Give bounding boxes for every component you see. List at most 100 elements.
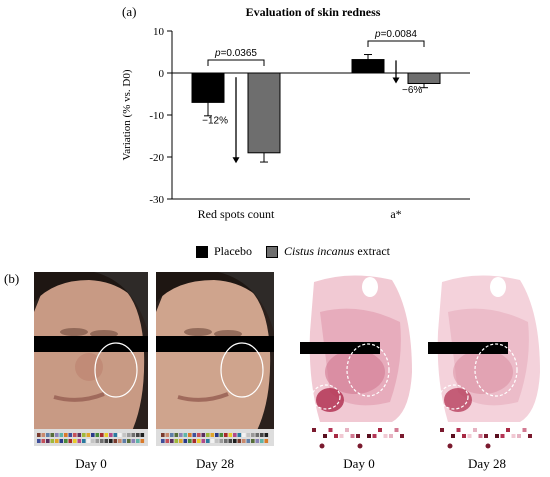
map-color-patch bbox=[350, 434, 355, 438]
color-patch bbox=[246, 439, 251, 443]
color-patch bbox=[206, 439, 210, 443]
color-patch bbox=[127, 433, 131, 437]
color-patch bbox=[104, 439, 109, 443]
map-color-patch bbox=[328, 428, 333, 432]
map-color-patch bbox=[489, 428, 494, 432]
color-patch bbox=[215, 439, 219, 443]
color-patch bbox=[170, 439, 174, 443]
color-patch bbox=[122, 433, 127, 437]
color-patch bbox=[161, 433, 165, 437]
y-tick-label: -20 bbox=[149, 152, 164, 164]
map-color-patch bbox=[451, 434, 455, 438]
color-patch bbox=[113, 439, 118, 443]
color-patch bbox=[201, 439, 206, 443]
color-patch bbox=[233, 439, 237, 443]
color-patch bbox=[109, 439, 113, 443]
color-patch bbox=[95, 439, 100, 443]
change-arrow-head bbox=[232, 157, 240, 164]
color-patch bbox=[82, 433, 86, 437]
color-patch bbox=[118, 439, 122, 443]
color-patch bbox=[50, 439, 55, 443]
panel-a-label: (a) bbox=[122, 4, 137, 19]
color-patch bbox=[174, 433, 179, 437]
change-arrow-head bbox=[392, 77, 400, 84]
color-patch bbox=[100, 433, 104, 437]
color-patch bbox=[255, 433, 260, 437]
legend-label-placebo: Placebo bbox=[214, 244, 252, 258]
map-color-patch bbox=[367, 434, 371, 438]
map-color-patch bbox=[478, 434, 483, 438]
color-patch bbox=[41, 433, 46, 437]
color-patch bbox=[131, 439, 136, 443]
significance-bracket bbox=[207, 59, 265, 66]
map-dot bbox=[319, 443, 325, 449]
caption-photo-day0: Day 0 bbox=[75, 456, 107, 471]
color-patch bbox=[86, 433, 91, 437]
map-color-patch bbox=[334, 434, 338, 438]
map-color-patch bbox=[517, 434, 521, 438]
color-patch bbox=[136, 439, 140, 443]
map-color-patch bbox=[389, 434, 393, 438]
y-tick-label: -30 bbox=[149, 194, 164, 206]
color-patch bbox=[174, 439, 179, 443]
legend-swatch-extract bbox=[266, 245, 278, 258]
color-patch bbox=[50, 433, 55, 437]
color-patch bbox=[224, 433, 228, 437]
map-color-patch bbox=[533, 434, 538, 438]
map-color-patch bbox=[372, 434, 377, 438]
color-patch bbox=[122, 439, 127, 443]
map-color-patch bbox=[473, 428, 477, 432]
map-color-patch bbox=[456, 428, 461, 432]
color-patch bbox=[219, 439, 224, 443]
color-patch bbox=[136, 433, 140, 437]
p-value-label: p=0.0084 bbox=[374, 29, 417, 40]
face-photo-day0 bbox=[34, 272, 148, 446]
color-patch bbox=[170, 433, 174, 437]
color-patch bbox=[109, 433, 113, 437]
color-patch bbox=[68, 439, 73, 443]
color-patch bbox=[82, 439, 86, 443]
map-color-patch bbox=[383, 434, 388, 438]
map-color-patch bbox=[345, 428, 349, 432]
color-patch bbox=[183, 439, 188, 443]
chart-title: Evaluation of skin redness bbox=[246, 5, 381, 19]
legend-swatch-placebo bbox=[196, 245, 208, 258]
color-patch bbox=[206, 433, 210, 437]
map-color-patch bbox=[400, 434, 404, 438]
bar bbox=[247, 72, 281, 154]
chart-legend: Placebo Cistus incanus extract bbox=[196, 244, 404, 259]
color-patch bbox=[64, 439, 68, 443]
map-color-patch bbox=[495, 434, 499, 438]
color-patch bbox=[55, 439, 59, 443]
y-tick-label: 0 bbox=[159, 68, 165, 80]
color-patch bbox=[237, 439, 242, 443]
map-color-patch bbox=[394, 428, 399, 432]
color-patch bbox=[188, 439, 192, 443]
legend-item-extract: Cistus incanus extract bbox=[266, 244, 390, 259]
y-axis-label: Variation (% vs. D0) bbox=[121, 69, 133, 160]
color-patch bbox=[260, 439, 264, 443]
map-dot bbox=[485, 443, 491, 449]
significance-bracket bbox=[367, 40, 425, 47]
map-color-patch bbox=[361, 428, 366, 432]
map-color-patch bbox=[500, 434, 505, 438]
color-patch bbox=[179, 433, 183, 437]
color-patch bbox=[251, 439, 255, 443]
color-patch bbox=[242, 439, 246, 443]
bar bbox=[407, 72, 441, 84]
color-patch bbox=[37, 433, 41, 437]
color-patch bbox=[95, 433, 100, 437]
map-color-patch bbox=[405, 434, 410, 438]
bar bbox=[351, 59, 385, 74]
color-patch bbox=[215, 433, 219, 437]
map-color-patch bbox=[317, 434, 322, 438]
color-patch bbox=[73, 439, 77, 443]
color-patch bbox=[264, 439, 269, 443]
map-color-patch bbox=[312, 428, 316, 432]
color-patch bbox=[210, 439, 215, 443]
color-patch bbox=[201, 433, 206, 437]
color-patch bbox=[91, 439, 95, 443]
color-patch bbox=[192, 439, 197, 443]
caption-map-day0: Day 0 bbox=[343, 456, 375, 471]
map-color-patch bbox=[440, 428, 444, 432]
